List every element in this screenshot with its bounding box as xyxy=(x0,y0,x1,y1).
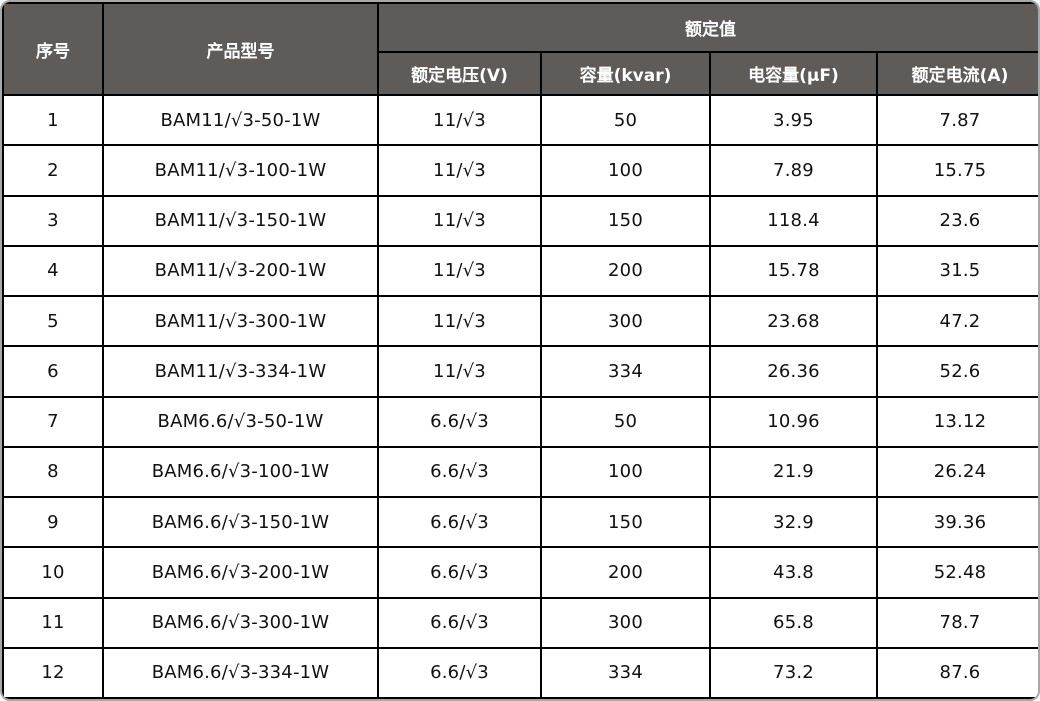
table-row: 4 BAM11/√3-200-1W 11/√3 200 15.78 31.5 xyxy=(2,244,1038,298)
table-row: 8 BAM6.6/√3-100-1W 6.6/√3 100 21.9 26.24 xyxy=(2,445,1038,499)
header-col-rated-voltage: 额定电压(V) xyxy=(377,51,542,96)
table-row: 12 BAM6.6/√3-334-1W 6.6/√3 334 73.2 87.6 xyxy=(2,646,1038,699)
cell-capacity: 334 xyxy=(540,345,711,398)
cell-model: BAM11/√3-200-1W xyxy=(102,244,379,298)
cell-capacitance: 32.9 xyxy=(709,495,878,549)
cell-capacitance: 7.89 xyxy=(709,144,878,197)
table-row: 5 BAM11/√3-300-1W 11/√3 300 23.68 47.2 xyxy=(2,294,1038,348)
header-col-rated-current: 额定电流(A) xyxy=(876,51,1038,96)
cell-capacity: 150 xyxy=(540,495,711,549)
cell-model: BAM11/√3-334-1W xyxy=(102,345,379,398)
cell-voltage: 6.6/√3 xyxy=(377,395,542,448)
cell-voltage: 11/√3 xyxy=(377,144,542,197)
cell-voltage: 11/√3 xyxy=(377,194,542,247)
cell-capacitance: 43.8 xyxy=(709,546,878,599)
cell-capacity: 100 xyxy=(540,445,711,499)
cell-capacity: 100 xyxy=(540,144,711,197)
cell-model: BAM6.6/√3-150-1W xyxy=(102,495,379,549)
table-row: 3 BAM11/√3-150-1W 11/√3 150 118.4 23.6 xyxy=(2,194,1038,247)
cell-current: 15.75 xyxy=(876,144,1038,197)
cell-voltage: 11/√3 xyxy=(377,345,542,398)
cell-index: 2 xyxy=(2,144,104,197)
cell-model: BAM6.6/√3-334-1W xyxy=(102,646,379,699)
cell-current: 87.6 xyxy=(876,646,1038,699)
cell-current: 26.24 xyxy=(876,445,1038,499)
table-row: 10 BAM6.6/√3-200-1W 6.6/√3 200 43.8 52.4… xyxy=(2,546,1038,599)
header-col-capacity-kvar: 容量(kvar) xyxy=(540,51,711,96)
header-col-index: 序号 xyxy=(2,2,104,96)
cell-model: BAM6.6/√3-300-1W xyxy=(102,596,379,649)
cell-capacitance: 73.2 xyxy=(709,646,878,699)
cell-capacity: 150 xyxy=(540,194,711,247)
cell-model: BAM11/√3-100-1W xyxy=(102,144,379,197)
cell-capacity: 334 xyxy=(540,646,711,699)
cell-index: 5 xyxy=(2,294,104,348)
cell-voltage: 11/√3 xyxy=(377,93,542,147)
cell-index: 12 xyxy=(2,646,104,699)
cell-model: BAM11/√3-50-1W xyxy=(102,93,379,147)
table-row: 1 BAM11/√3-50-1W 11/√3 50 3.95 7.87 xyxy=(2,93,1038,147)
cell-model: BAM6.6/√3-50-1W xyxy=(102,395,379,448)
cell-capacity: 300 xyxy=(540,294,711,348)
cell-model: BAM6.6/√3-100-1W xyxy=(102,445,379,499)
cell-current: 52.48 xyxy=(876,546,1038,599)
cell-current: 39.36 xyxy=(876,495,1038,549)
cell-capacitance: 10.96 xyxy=(709,395,878,448)
cell-capacitance: 21.9 xyxy=(709,445,878,499)
cell-capacity: 50 xyxy=(540,395,711,448)
cell-voltage: 6.6/√3 xyxy=(377,596,542,649)
cell-current: 31.5 xyxy=(876,244,1038,298)
cell-index: 10 xyxy=(2,546,104,599)
cell-index: 6 xyxy=(2,345,104,398)
cell-index: 11 xyxy=(2,596,104,649)
cell-capacity: 200 xyxy=(540,244,711,298)
cell-voltage: 11/√3 xyxy=(377,244,542,298)
table-row: 9 BAM6.6/√3-150-1W 6.6/√3 150 32.9 39.36 xyxy=(2,495,1038,549)
cell-index: 9 xyxy=(2,495,104,549)
cell-model: BAM6.6/√3-200-1W xyxy=(102,546,379,599)
cell-capacitance: 3.95 xyxy=(709,93,878,147)
header-group-rated-values: 额定值 xyxy=(377,2,1038,53)
cell-capacity: 200 xyxy=(540,546,711,599)
cell-model: BAM11/√3-150-1W xyxy=(102,194,379,247)
table-row: 2 BAM11/√3-100-1W 11/√3 100 7.89 15.75 xyxy=(2,144,1038,197)
cell-index: 7 xyxy=(2,395,104,448)
cell-capacity: 300 xyxy=(540,596,711,649)
cell-index: 1 xyxy=(2,93,104,147)
cell-voltage: 6.6/√3 xyxy=(377,646,542,699)
cell-voltage: 6.6/√3 xyxy=(377,445,542,499)
header-col-model: 产品型号 xyxy=(102,2,379,96)
cell-current: 78.7 xyxy=(876,596,1038,649)
header-row-group: 序号 产品型号 额定值 xyxy=(2,2,1038,96)
cell-voltage: 6.6/√3 xyxy=(377,495,542,549)
cell-capacitance: 26.36 xyxy=(709,345,878,398)
cell-current: 52.6 xyxy=(876,345,1038,398)
cell-capacity: 50 xyxy=(540,93,711,147)
cell-index: 8 xyxy=(2,445,104,499)
cell-voltage: 6.6/√3 xyxy=(377,546,542,599)
cell-capacitance: 15.78 xyxy=(709,244,878,298)
cell-capacitance: 65.8 xyxy=(709,596,878,649)
table-row: 6 BAM11/√3-334-1W 11/√3 334 26.36 52.6 xyxy=(2,345,1038,398)
table-row: 11 BAM6.6/√3-300-1W 6.6/√3 300 65.8 78.7 xyxy=(2,596,1038,649)
cell-capacitance: 118.4 xyxy=(709,194,878,247)
header-row-sub: 额定电压(V) 容量(kvar) 电容量(μF) 额定电流(A) xyxy=(3,51,1038,96)
cell-voltage: 11/√3 xyxy=(377,294,542,348)
cell-current: 23.6 xyxy=(876,194,1038,247)
cell-current: 13.12 xyxy=(876,395,1038,448)
cell-capacitance: 23.68 xyxy=(709,294,878,348)
cell-index: 3 xyxy=(2,194,104,247)
cell-model: BAM11/√3-300-1W xyxy=(102,294,379,348)
table-row: 7 BAM6.6/√3-50-1W 6.6/√3 50 10.96 13.12 xyxy=(2,395,1038,448)
cell-current: 7.87 xyxy=(876,93,1038,147)
header-col-capacitance-uf: 电容量(μF) xyxy=(709,51,878,96)
cell-current: 47.2 xyxy=(876,294,1038,348)
cell-index: 4 xyxy=(2,244,104,298)
